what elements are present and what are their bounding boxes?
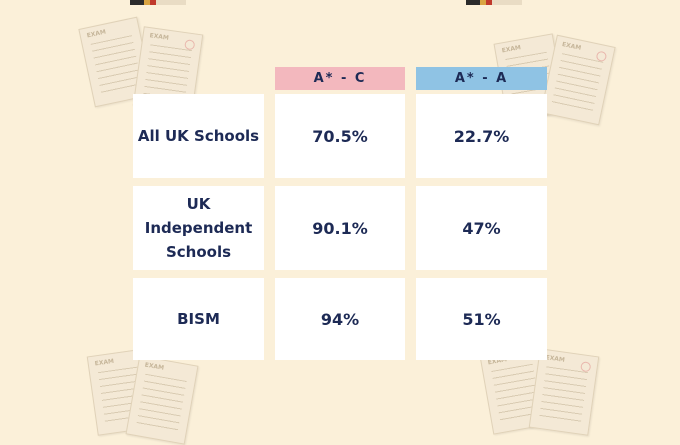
- grade-mark-icon: [580, 361, 592, 373]
- logo-right: [466, 0, 546, 5]
- paper-label: EXAM: [561, 40, 582, 52]
- row-label-uk-independent-schools: UK Independent Schools: [133, 186, 264, 270]
- exam-paper-illustration: EXAM: [125, 355, 199, 445]
- paper-label: EXAM: [545, 354, 566, 364]
- row-label-bism: BISM: [133, 278, 264, 360]
- column-header-a-star-c: A* - C: [275, 67, 405, 90]
- grade-mark-icon: [184, 39, 196, 51]
- paper-label: EXAM: [501, 44, 522, 55]
- paper-label: EXAM: [86, 28, 107, 40]
- value-uk-independent-a-star-c: 90.1%: [275, 186, 405, 270]
- logo-left: [130, 0, 210, 5]
- exam-paper-illustration: EXAM: [528, 348, 600, 436]
- paper-label: EXAM: [94, 357, 115, 368]
- paper-label: EXAM: [144, 361, 165, 372]
- value-bism-a-star-c: 94%: [275, 278, 405, 360]
- value-all-uk-a-star-c: 70.5%: [275, 94, 405, 178]
- row-label-all-uk-schools: All UK Schools: [133, 94, 264, 178]
- value-uk-independent-a-star-a: 47%: [416, 186, 547, 270]
- value-all-uk-a-star-a: 22.7%: [416, 94, 547, 178]
- column-header-a-star-a: A* - A: [416, 67, 547, 90]
- paper-label: EXAM: [149, 32, 170, 42]
- grade-mark-icon: [595, 50, 608, 63]
- value-bism-a-star-a: 51%: [416, 278, 547, 360]
